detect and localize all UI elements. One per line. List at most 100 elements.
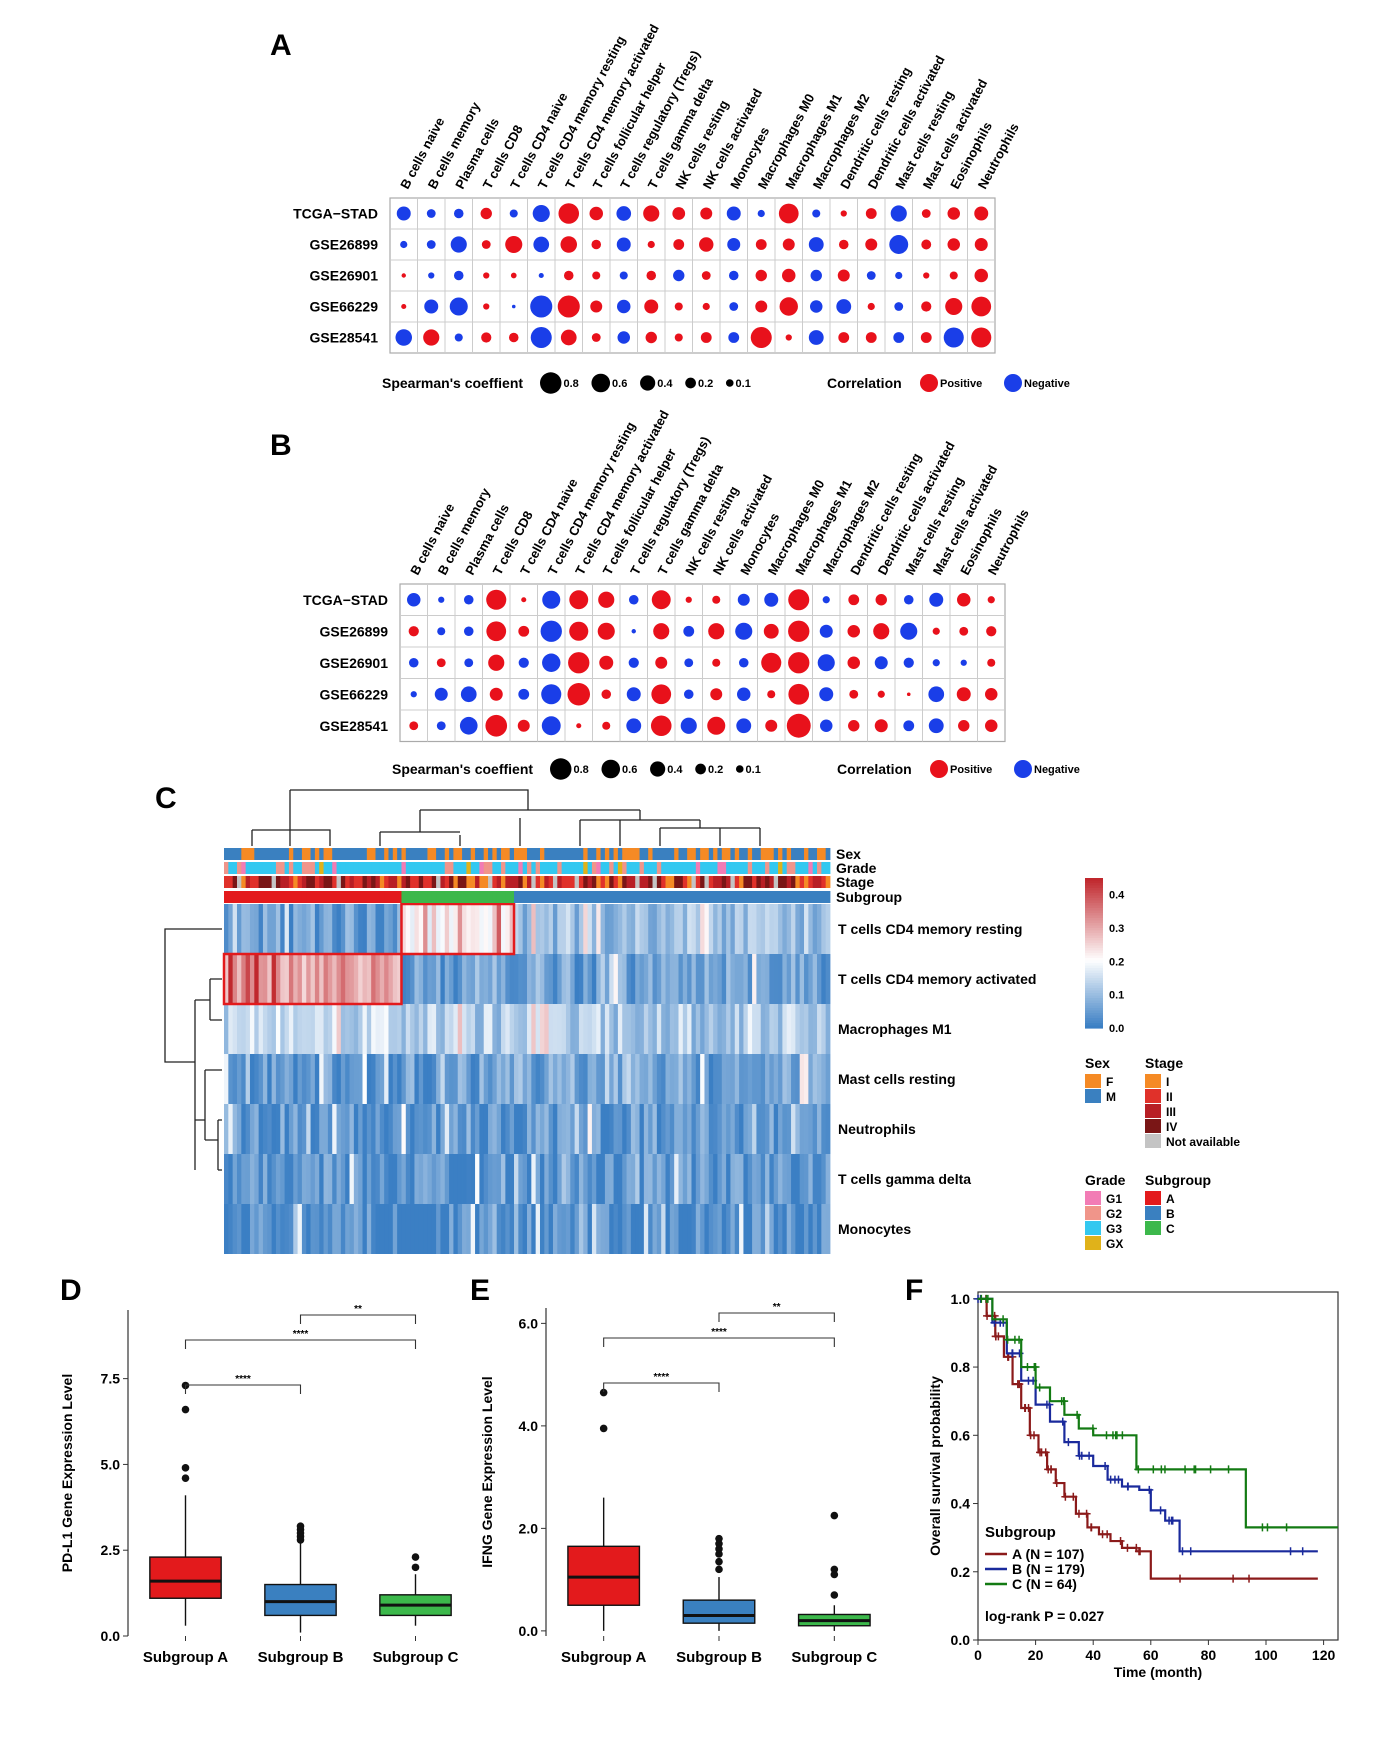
heatmap-cell [656, 954, 662, 1004]
heatmap-cell [808, 1204, 814, 1254]
heatmap-cell [786, 1054, 792, 1104]
heatmap-cell [401, 1104, 407, 1154]
heatmap-cell [431, 904, 437, 954]
censor-mark [1229, 1574, 1238, 1583]
correlation-dot [822, 596, 830, 604]
heatmap-cell [669, 1104, 675, 1154]
correlation-dot [729, 302, 739, 311]
heatmap-cell [678, 1104, 684, 1154]
heatmap-cell [656, 1204, 662, 1254]
subgroup-track-cell [228, 891, 234, 903]
heatmap-cell [245, 1054, 251, 1104]
heatmap-cell [700, 1104, 705, 1154]
panel-label-a: A [270, 29, 292, 62]
heatmap-cell [280, 1004, 285, 1054]
heatmap-cell [518, 954, 524, 1004]
heatmap-cell [496, 904, 502, 954]
sex-track-cell [812, 848, 818, 860]
subgroup-track-cell [288, 891, 294, 903]
heatmap-cell [674, 954, 679, 1004]
heatmap-cell [245, 904, 251, 954]
heatmap-cell [682, 1154, 688, 1204]
heatmap-cell [522, 1004, 528, 1054]
sex-track-cell [565, 848, 571, 860]
subgroup-track-cell [501, 891, 506, 903]
stage-track-cell [617, 876, 623, 888]
correlation-dot [568, 652, 590, 674]
subgroup-track-cell [297, 891, 303, 903]
correlation-dot [460, 686, 477, 703]
heatmap-cell [795, 904, 801, 954]
stage-track-cell [349, 876, 355, 888]
correlation-dot [712, 658, 721, 667]
legend-swatch [1085, 1074, 1101, 1088]
correlation-dot [921, 239, 932, 250]
grade-track-cell [609, 862, 614, 874]
correlation-dot [985, 719, 998, 732]
heatmap-cell [713, 954, 718, 1004]
heatmap-cell [228, 1104, 234, 1154]
grade-track-cell [648, 862, 653, 874]
size-legend-label: 0.1 [736, 378, 751, 390]
grade-track-cell [730, 862, 736, 874]
stage-track-cell [587, 876, 593, 888]
heatmap-cell [349, 1054, 355, 1104]
heatmap-cell [392, 1204, 398, 1254]
heatmap-cell [440, 1204, 446, 1254]
subgroup-track-cell [366, 891, 372, 903]
stage-track-cell [747, 876, 753, 888]
heatmap-cell [401, 904, 407, 954]
correlation-dot [848, 720, 860, 732]
heatmap-cell [739, 1104, 744, 1154]
heatmap-cell [418, 1054, 424, 1104]
heatmap-cell [527, 904, 532, 954]
grade-track-cell [414, 862, 420, 874]
heatmap-cell [271, 1204, 277, 1254]
correlation-dot [737, 687, 751, 701]
censor-mark [1149, 1465, 1158, 1474]
heatmap-cell [488, 1054, 493, 1104]
heatmap-cell [501, 1104, 506, 1154]
heatmap-cell [730, 1004, 736, 1054]
heatmap-cell [397, 1054, 402, 1104]
heatmap-cell [470, 1104, 476, 1154]
heatmap-cell [280, 1054, 285, 1104]
heatmap-cell [306, 1154, 311, 1204]
sex-track-cell [241, 848, 247, 860]
stage-track-cell [505, 876, 511, 888]
heatmap-cell [713, 1204, 718, 1254]
heatmap-cell [583, 904, 588, 954]
heatmap-cell [648, 954, 653, 1004]
grade-track-cell [280, 862, 285, 874]
heatmap-cell [397, 904, 402, 954]
heatmap-cell [514, 1154, 519, 1204]
subgroup-track-cell [825, 891, 831, 903]
grade-track-cell [717, 862, 723, 874]
size-legend-dot [735, 765, 744, 773]
subgroup-track-cell [479, 891, 485, 903]
sex-track-cell [327, 848, 333, 860]
correlation-dot [788, 589, 810, 611]
heatmap-cell [734, 1004, 740, 1054]
color-scale-step [1085, 1020, 1103, 1024]
correlation-dot [408, 657, 419, 668]
heatmap-cell [557, 1154, 563, 1204]
subgroup-track-cell [236, 891, 242, 903]
correlation-dot [673, 269, 685, 282]
heatmap-cell [812, 1204, 818, 1254]
sex-track-cell [423, 848, 428, 860]
color-scale-step [1085, 998, 1103, 1002]
correlation-dot [463, 626, 474, 637]
stage-track-cell [418, 876, 424, 888]
positive-legend-dot [930, 760, 948, 778]
heatmap-cell [544, 1054, 550, 1104]
highlight-box [222, 952, 403, 1006]
subgroup-track-cell [583, 891, 588, 903]
heatmap-cell [665, 954, 671, 1004]
correlation-dot [395, 329, 413, 346]
legend-swatch [1085, 1221, 1101, 1235]
heatmap-cell [275, 1104, 281, 1154]
stage-track-cell [401, 876, 407, 888]
